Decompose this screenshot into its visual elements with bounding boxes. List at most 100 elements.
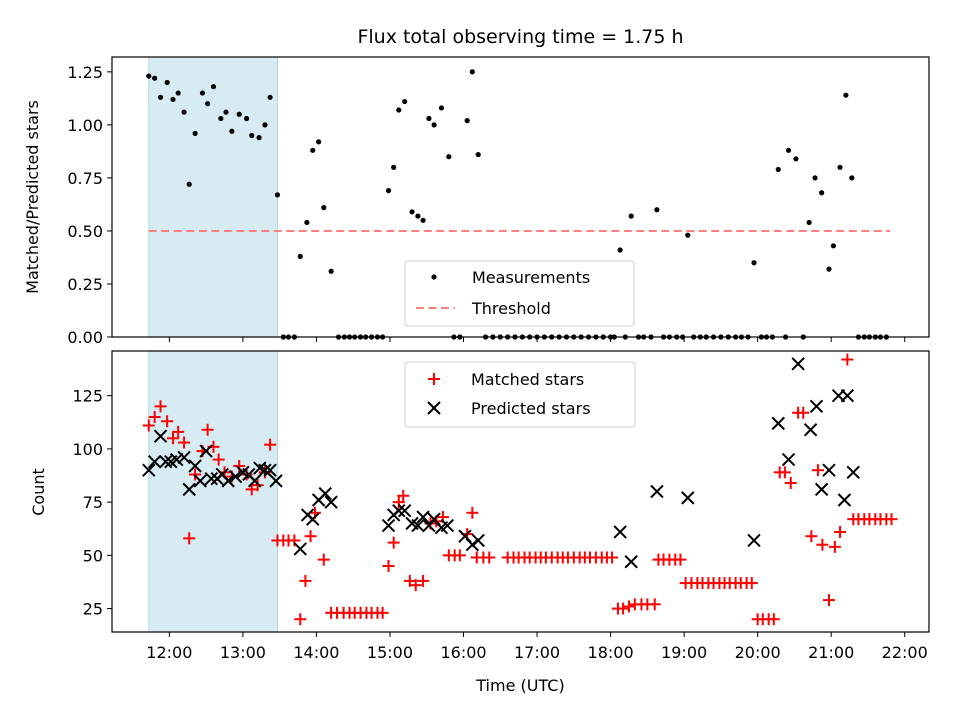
legend-measurements-label: Measurements [472,268,590,287]
predicted-star-point [613,525,627,539]
x-tick-label: 17:00 [514,643,560,662]
predicted-star-point [392,503,406,518]
matched-star-point [745,577,758,590]
measurement-point [256,135,262,141]
predicted-star-point [221,474,235,488]
measurement-point [146,73,152,79]
matched-star-point [382,560,395,573]
top-legend: Measurements Threshold [404,260,635,327]
matched-star-point [617,602,630,615]
measurement-point [426,115,432,122]
measurement-point [218,115,224,122]
top-y-tick-label: 0.75 [67,169,103,188]
bottom-y-axis-label: Count [29,468,48,516]
predicted-star-point [293,542,307,556]
measurement-point [304,219,310,226]
matched-star-point [299,574,312,587]
predicted-star-point [791,357,805,371]
measurement-point [775,166,781,173]
measurement-point [685,232,691,238]
legend-matched-label: Matched stars [471,370,584,389]
x-tick-label: 14:00 [293,643,339,662]
matched-star-point [167,432,180,445]
predicted-stars-points [142,357,860,569]
measurement-point [812,175,818,181]
matched-star-point [183,532,196,545]
matched-star-point [885,513,898,526]
measurement-point [438,105,445,111]
measurement-point [157,94,164,100]
measurement-point [751,260,757,266]
bottom-legend: Matched stars Predicted stars [404,361,636,428]
x-tick-label: 13:00 [220,643,266,662]
x-tick-label: 15:00 [367,643,413,662]
matched-star-point [822,594,835,607]
measurement-point [843,92,849,98]
measurement-point [806,219,812,226]
predicted-star-point [771,416,785,431]
predicted-star-point [411,518,425,533]
matched-star-point [212,453,225,466]
predicted-star-point [153,429,168,443]
measurement-point [420,217,426,223]
top-y-ticks: 0.00 0.25 0.50 0.75 1.00 1.25 [67,63,112,347]
top-legend-box [404,260,635,327]
x-tick-label: 22:00 [882,643,928,662]
measurement-point [236,111,242,117]
measurement-point [192,130,198,136]
matched-star-point [409,579,422,592]
measurement-point [446,154,452,160]
legend-measurements-marker [431,274,437,280]
matched-star-point [816,538,829,551]
matched-star-point [606,551,619,564]
measurement-point [819,190,825,196]
top-panel: 0.00 0.25 0.50 0.75 1.00 1.25 Flux total obse… [23,26,930,347]
measurement-point [210,84,217,90]
measurement-point [385,188,392,194]
matched-star-point [784,476,797,489]
legend-threshold-label: Threshold [471,299,551,318]
matched-star-point [264,438,277,451]
measurement-point [469,69,475,75]
matched-star-point [240,468,253,481]
predicted-star-point [324,495,338,509]
predicted-star-point [814,482,829,497]
measurement-point [321,205,327,211]
measurement-point [654,207,660,213]
bottom-y-tick-label: 125 [72,387,103,406]
measurement-point [181,109,187,115]
bottom-y-ticks: 25 50 75 100 125 [72,387,112,619]
top-y-tick-label: 1.00 [67,116,103,135]
measurement-point [785,147,792,153]
matched-star-point [834,525,847,538]
predicted-star-point [416,510,430,524]
measurement-point [396,107,402,113]
x-tick-label: 16:00 [440,643,486,662]
x-tick-label: 21:00 [808,643,854,662]
measurement-point [310,147,316,153]
predicted-star-point [182,482,196,497]
top-y-tick-label: 0.00 [67,328,103,347]
predicted-star-point [177,450,191,465]
top-y-tick-label: 0.25 [67,275,103,294]
matched-star-point [778,466,791,479]
measurement-point [186,181,192,187]
predicted-star-point [204,472,218,486]
measurement-point [391,164,397,170]
matched-star-point [178,436,191,449]
matched-star-point [317,553,330,566]
predicted-star-point [147,454,162,469]
bottom-legend-box [404,361,636,428]
top-axes-frame [111,56,930,338]
predicted-star-point [269,474,283,488]
predicted-star-point [840,388,855,403]
x-tick-label: 12:00 [146,643,192,662]
measurement-point [837,164,843,170]
measurement-point [628,213,634,219]
top-y-tick-label: 0.50 [67,222,103,241]
predicted-star-point [803,423,818,437]
bottom-y-tick-label: 25 [83,600,103,619]
measurement-point [175,90,181,96]
measurement-point [243,115,250,122]
